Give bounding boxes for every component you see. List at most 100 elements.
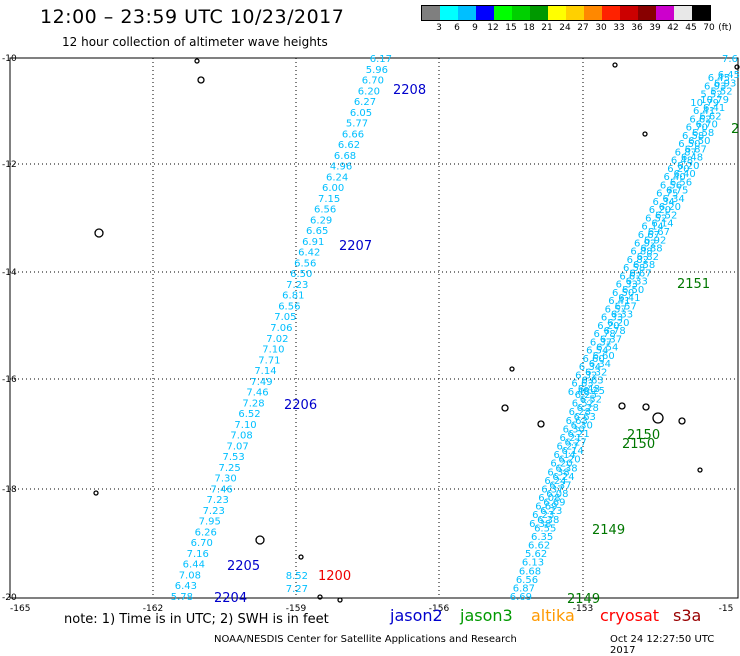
swh-value: 6.52 (238, 409, 260, 420)
swh-value-overlap: 6.63 (571, 379, 593, 390)
swh-value: 6.68 (519, 566, 541, 577)
swh-value-overlap: 6.33 (616, 280, 638, 291)
swh-value: 6.52 (580, 395, 602, 406)
legend-swatch (548, 6, 566, 20)
swh-value: 6.55 (534, 523, 556, 534)
swh-value: 5.52 (710, 87, 732, 98)
island-outlines (93, 58, 740, 603)
swh-value-overlap: 6.40 (664, 172, 686, 183)
swh-value: 6.65 (306, 226, 328, 237)
swh-value: 6.28 (577, 403, 599, 414)
swh-value: 6.70 (191, 538, 213, 549)
swh-value-overlap: 6.20 (649, 205, 671, 216)
map-border (9, 57, 739, 599)
swh-value-overlap: 6.14 (553, 450, 575, 461)
swh-value-overlap: 6.38 (529, 519, 551, 530)
swh-value: 7.28 (242, 398, 264, 409)
swh-value-overlap: 6.93 (704, 81, 726, 92)
legend-swatches (421, 5, 711, 21)
swh-value-overlap: 6.41 (608, 296, 630, 307)
swh-value-overlap: 6.23 (532, 510, 554, 521)
satellite-name: s3a (673, 606, 702, 625)
swh-value: 7.23 (203, 506, 225, 517)
island-outline (194, 58, 200, 64)
island-outline (734, 64, 740, 70)
legend-label: 18 (523, 23, 535, 33)
legend-label: 21 (541, 23, 553, 33)
swh-value-overlap: 6.34 (579, 362, 601, 373)
legend-swatch (584, 6, 602, 20)
pass-time-label: 2149 (592, 523, 625, 538)
swh-value: 6.45 (718, 70, 740, 81)
swh-value: 7.06 (270, 323, 292, 334)
island-outline (612, 62, 618, 68)
color-legend: 3 6 9 12 15 18 21 24 27 30 33 36 39 42 45 70 (ft) (421, 5, 732, 35)
pass-time-label: 2207 (339, 239, 372, 254)
y-tick-label: -20 (2, 593, 17, 603)
swh-value: 6.56 (314, 205, 336, 216)
swh-value: 6.24 (326, 172, 348, 183)
swh-value: 6.56 (294, 258, 316, 269)
swh-value: 7.05 (274, 312, 296, 323)
swh-value: 5.96 (366, 65, 388, 76)
swh-value: 6.08 (546, 489, 568, 500)
swh-value: 4.96 (330, 162, 352, 173)
swh-value-overlap: 6.08 (538, 493, 560, 504)
swh-value-overlap: 5.52 (700, 90, 722, 101)
legend-label: 42 (667, 23, 679, 33)
legend-swatch (476, 6, 494, 20)
legend-label: 24 (559, 23, 571, 33)
legend-label: 27 (577, 23, 589, 33)
satellite-name: cryosat (600, 606, 660, 625)
swh-value: 6.24 (552, 472, 574, 483)
swh-value: 6.70 (362, 76, 384, 87)
island-outline (94, 228, 104, 238)
swh-value: 6.41 (618, 293, 640, 304)
island-outline (255, 535, 265, 545)
legend-swatch (674, 6, 692, 20)
pass-time-label: 2206 (284, 398, 317, 413)
swh-value: 6.50 (290, 269, 312, 280)
y-tick-label: -12 (2, 160, 17, 170)
swh-value: 6.67 (648, 227, 670, 238)
swh-value: 6.20 (607, 318, 629, 329)
satellite-name: jason3 (460, 606, 513, 625)
legend-swatch (620, 6, 638, 20)
pass-time-label: 1200 (318, 569, 351, 584)
satellite-name: jason2 (390, 606, 443, 625)
legend-swatch (602, 6, 620, 20)
swh-value: 6.54 (596, 343, 618, 354)
map-grid (10, 58, 738, 598)
swh-value: 7.23 (207, 495, 229, 506)
swh-value-overlap: 6.37 (590, 337, 612, 348)
legend-swatch (422, 6, 440, 20)
swh-value: 6.05 (350, 108, 372, 119)
island-outline (652, 412, 664, 424)
satellite-name: altika (531, 606, 575, 625)
y-tick-label: -18 (2, 485, 17, 495)
x-tick-label: -153 (573, 604, 593, 614)
swh-value-overlap: 6.14 (641, 222, 663, 233)
legend-swatch (440, 6, 458, 20)
island-outline (298, 554, 304, 560)
swh-value: 6.33 (626, 277, 648, 288)
swh-value: 6.42 (298, 248, 320, 259)
swh-value-overlap: 6.60 (582, 354, 604, 365)
y-tick-label: -16 (2, 375, 17, 385)
swh-value: 7.10 (234, 420, 256, 431)
pass-time-label: 2205 (227, 559, 260, 574)
swh-value-overlap: 6.20 (550, 459, 572, 470)
swh-value: 7.71 (258, 355, 280, 366)
legend-label: 30 (595, 23, 607, 33)
swh-value: 6.00 (322, 183, 344, 194)
y-tick-label: -14 (2, 268, 17, 278)
island-outline (501, 404, 509, 412)
swh-value: 6.67 (629, 268, 651, 279)
swh-value: 6.62 (338, 140, 360, 151)
swh-value: 7.46 (211, 484, 233, 495)
swh-value-overlap: 6.62 (689, 114, 711, 125)
swh-value-overlap: 6.50 (678, 139, 700, 150)
swh-value: 7.25 (218, 463, 240, 474)
swh-value-overlap: 6.67 (638, 230, 660, 241)
swh-value-overlap: 6.20 (667, 164, 689, 175)
